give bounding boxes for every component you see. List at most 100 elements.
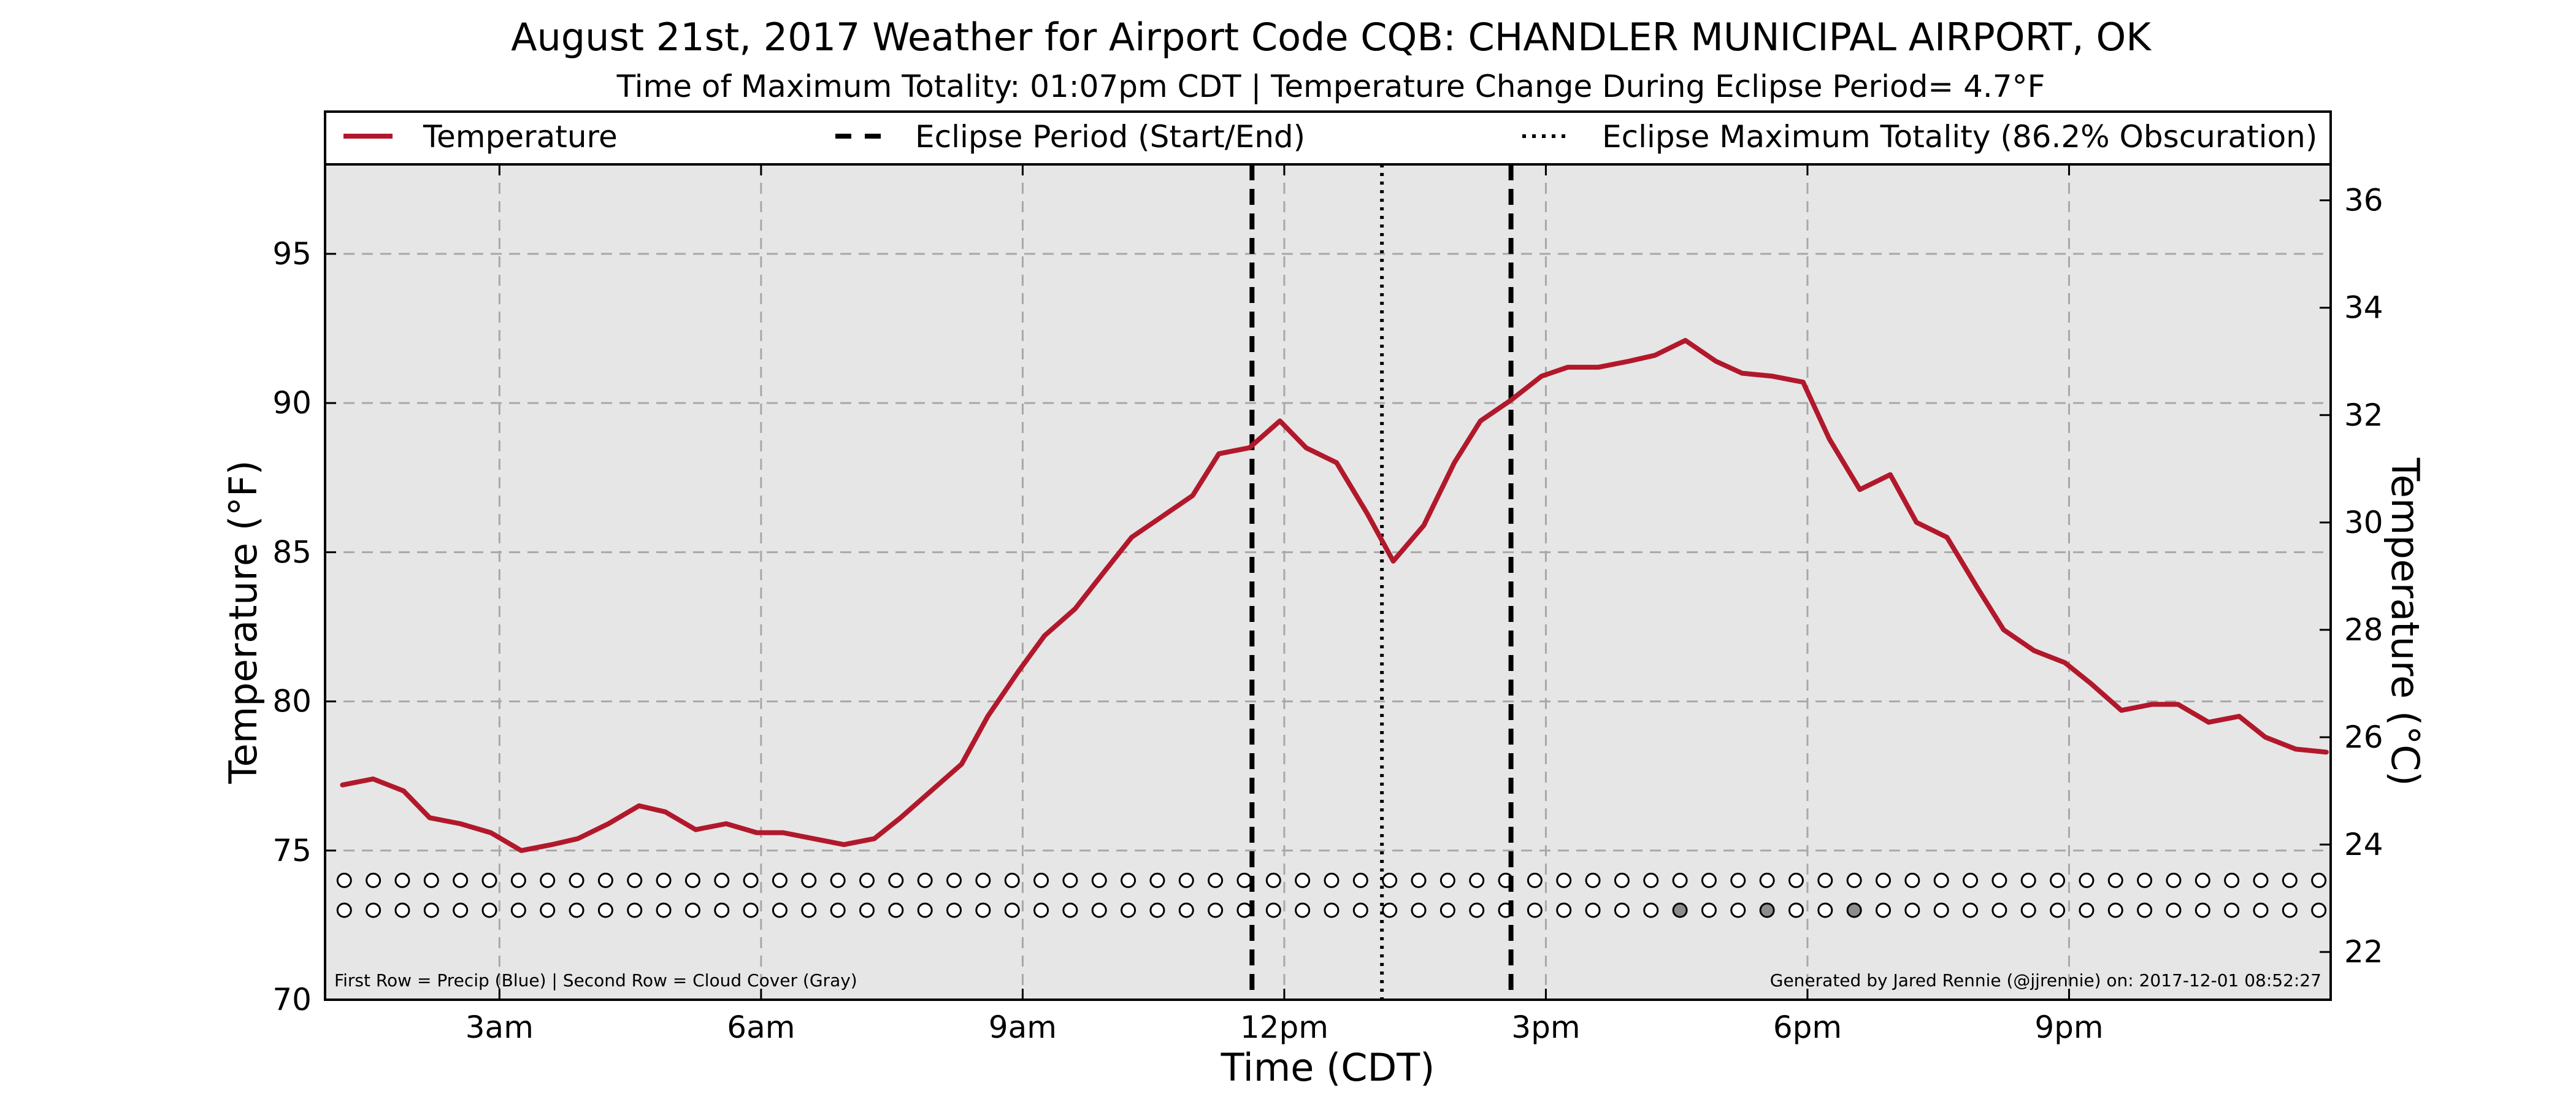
precip-dot: [540, 872, 556, 888]
legend-label-temperature: Temperature: [423, 119, 618, 155]
precip-dot: [597, 872, 613, 888]
precip-dot: [684, 872, 700, 888]
precip-dot: [2020, 872, 2036, 888]
precip-dot: [1091, 872, 1107, 888]
precip-dot: [1265, 872, 1281, 888]
precip-dot: [2311, 872, 2327, 888]
cloud-dot: [1382, 902, 1398, 918]
precip-dot: [1527, 872, 1543, 888]
cloud-dot: [684, 902, 700, 918]
cloud-dot: [336, 902, 352, 918]
precip-dot: [1295, 872, 1311, 888]
cloud-dot: [1411, 902, 1427, 918]
x-tick-label: 12pm: [1240, 1010, 1328, 1045]
cloud-dot: [1149, 902, 1165, 918]
precip-dot: [2050, 872, 2066, 888]
cloud-dot: [1091, 902, 1107, 918]
cloud-dot: [946, 902, 962, 918]
precip-dot: [1730, 872, 1746, 888]
y-tick-label-right: 36: [2344, 183, 2383, 218]
cloud-dot: [2020, 902, 2036, 918]
footnote-right: Generated by Jared Rennie (@jjrennie) on…: [1770, 970, 2321, 991]
cloud-dot: [2253, 902, 2269, 918]
precip-dot: [2107, 872, 2123, 888]
x-axis: 3am 6am 9am 12pm 3pm 6pm 9pm: [466, 164, 2104, 1045]
y-tick-label-right: 34: [2344, 290, 2383, 326]
y-tick-label-left: 80: [272, 684, 312, 719]
precip-dot: [1208, 872, 1224, 888]
precip-dot: [946, 872, 962, 888]
precip-dot: [1439, 872, 1455, 888]
cloud-dot: [1469, 902, 1485, 918]
cloud-dot: [2282, 902, 2298, 918]
precip-dot: [917, 872, 933, 888]
precip-dot: [1788, 872, 1804, 888]
precip-dot: [801, 872, 817, 888]
cloud-dot: [1062, 902, 1078, 918]
precip-dot: [1759, 872, 1775, 888]
precip-dot: [1411, 872, 1427, 888]
cloud-dot: [1324, 902, 1340, 918]
cloud-dot: [1265, 902, 1281, 918]
precip-dot: [481, 872, 497, 888]
precip-dot: [1033, 872, 1049, 888]
cloud-dot: [714, 902, 730, 918]
cloud-dot: [1121, 902, 1137, 918]
precip-dot: [772, 872, 788, 888]
x-tick-label: 6am: [727, 1010, 795, 1045]
precip-dot: [743, 872, 759, 888]
precip-dot: [830, 872, 846, 888]
x-tick-label: 9am: [989, 1010, 1057, 1045]
cloud-dot: [1643, 902, 1659, 918]
legend-entry-eclipse-max: Eclipse Maximum Totality (86.2% Obscurat…: [1522, 119, 2317, 155]
y-tick-label-right: 32: [2344, 397, 2383, 433]
plot-area: [325, 164, 2331, 1000]
precip-dot: [627, 872, 643, 888]
precip-dot: [2253, 872, 2269, 888]
precip-dot: [888, 872, 904, 888]
precip-dot: [1846, 872, 1862, 888]
precip-dot: [714, 872, 730, 888]
cloud-dot: [1701, 902, 1717, 918]
legend-box: [324, 110, 2332, 166]
y-tick-label-right: 22: [2344, 934, 2383, 970]
cloud-dot: [830, 902, 846, 918]
precip-dot: [859, 872, 875, 888]
precip-dot: [394, 872, 410, 888]
cloud-dot: [366, 902, 381, 918]
y-tick-label-right: 28: [2344, 612, 2383, 648]
x-tick-label: 3pm: [1511, 1010, 1580, 1045]
footnote-left: First Row = Precip (Blue) | Second Row =…: [334, 970, 857, 991]
y-tick-label-right: 24: [2344, 827, 2383, 862]
cloud-dot: [859, 902, 875, 918]
precip-dot: [1236, 872, 1252, 888]
cloud-dot: [917, 902, 933, 918]
chart-subtitle: Time of Maximum Totality: 01:07pm CDT | …: [616, 69, 2045, 104]
cloud-dot: [394, 902, 410, 918]
cloud-dot: [1963, 902, 1979, 918]
cloud-dot: [1236, 902, 1252, 918]
precip-dot: [1963, 872, 1979, 888]
y-tick-label-left: 75: [272, 833, 312, 868]
y-axis-left: 70 75 80 85 90 95: [272, 236, 336, 1018]
cloud-dot: [1991, 902, 2007, 918]
legend-entry-eclipse-period: Eclipse Period (Start/End): [835, 119, 1305, 155]
cloud-dot: [1033, 902, 1049, 918]
precip-dot: [1876, 872, 1892, 888]
legend-entry-temperature: Temperature: [343, 119, 618, 155]
precip-dot: [1556, 872, 1572, 888]
precip-dot: [656, 872, 672, 888]
series-line-temperature: [340, 338, 2329, 853]
cloud-dot: [1004, 902, 1020, 918]
cloud-dot: [656, 902, 672, 918]
cloud-dot: [975, 902, 991, 918]
cloud-dot-filled: [1759, 902, 1775, 918]
chart-title: August 21st, 2017 Weather for Airport Co…: [511, 15, 2152, 59]
cloud-dot: [1585, 902, 1601, 918]
x-axis-label: Time (CDT): [1221, 1045, 1435, 1090]
cloud-dot: [2079, 902, 2095, 918]
x-tick-label: 3am: [466, 1010, 534, 1045]
cloud-dot: [2107, 902, 2123, 918]
cloud-dot: [1527, 902, 1543, 918]
precip-dot: [1149, 872, 1165, 888]
